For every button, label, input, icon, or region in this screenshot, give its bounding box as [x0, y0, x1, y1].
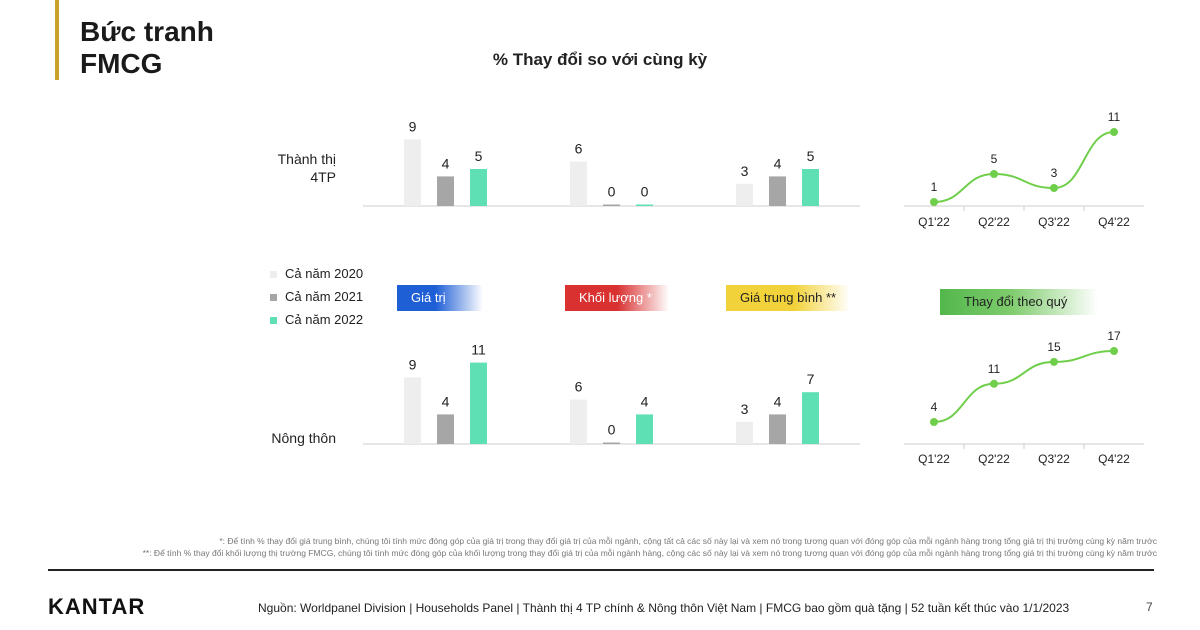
legend-swatch-2022: [270, 317, 277, 325]
line-point-urban-1: [930, 198, 938, 206]
bar-urban-g3-s1: [736, 183, 753, 206]
line-label-rural-3: 15: [1047, 340, 1061, 354]
bar-urban-g1-s3: [470, 169, 487, 206]
line-point-urban-4: [1110, 128, 1118, 136]
bar-rural-g1-s2: [437, 414, 454, 444]
legend-label-2022: Cả năm 2022: [285, 312, 364, 327]
bar-rural-g3-s3: [802, 392, 819, 444]
line-path-rural: [933, 350, 1115, 423]
accent-bar: [55, 0, 59, 80]
bar-rural-g1-s1: [404, 377, 421, 444]
bar-rural-g1-s3: [470, 362, 487, 444]
bar-urban-g2-s2: [603, 204, 620, 206]
bar-urban-g2-s3: [636, 204, 653, 206]
bar-label-rural-g2-s1: 6: [575, 379, 583, 395]
line-label-urban-3: 3: [1051, 166, 1058, 180]
metric-pill-quarterly: Thay đổi theo quý: [940, 289, 1098, 315]
line-label-rural-4: 17: [1107, 329, 1121, 343]
metric-label-quarterly: Thay đổi theo quý: [964, 294, 1068, 309]
line-x-label-rural-1: Q1'22: [918, 452, 950, 466]
bar-urban-g3-s3: [802, 169, 819, 206]
legend-item-2021: Cả năm 2021: [270, 289, 363, 304]
title-line-1: Bức tranh: [80, 16, 214, 47]
line-point-urban-3: [1050, 184, 1058, 192]
bar-urban-g1-s2: [437, 176, 454, 206]
bar-label-urban-g2-s3: 0: [641, 184, 649, 200]
footnote-1: *: Để tính % thay đổi giá trung bình, ch…: [219, 536, 1157, 546]
row-label-urban-line2: 4TP: [310, 169, 336, 185]
line-label-rural-2: 11: [988, 362, 1001, 376]
bar-label-rural-g1-s2: 4: [442, 393, 450, 409]
line-x-label-urban-2: Q2'22: [978, 215, 1010, 229]
bar-label-urban-g2-s1: 6: [575, 141, 583, 157]
metric-pill-price: Giá trung bình **: [726, 285, 850, 311]
bar-label-rural-g1-s3: 11: [471, 342, 486, 358]
line-x-label-urban-3: Q3'22: [1038, 215, 1070, 229]
chart-subtitle: % Thay đổi so với cùng kỳ: [492, 50, 708, 69]
bar-urban-g1-s1: [404, 139, 421, 206]
legend-label-2021: Cả năm 2021: [285, 289, 364, 304]
line-label-urban-4: 11: [1108, 110, 1121, 124]
line-point-rural-1: [930, 418, 938, 426]
bar-rural-g3-s1: [736, 421, 753, 444]
row-label-urban: Thành thị 4TP: [230, 150, 336, 186]
row-label-rural: Nông thôn: [271, 430, 336, 446]
title-line-2: FMCG: [80, 48, 163, 79]
metric-pill-volume: Khối lượng *: [565, 285, 669, 311]
line-label-urban-2: 5: [991, 152, 998, 166]
bar-rural-g2-s1: [570, 399, 587, 444]
bar-label-urban-g3-s2: 4: [774, 155, 782, 171]
line-point-rural-3: [1050, 357, 1058, 366]
line-x-label-rural-2: Q2'22: [978, 452, 1010, 466]
line-x-label-rural-4: Q4'22: [1098, 452, 1130, 466]
bar-label-urban-g3-s1: 3: [741, 163, 749, 179]
source-text: Nguồn: Worldpanel Division | Households …: [258, 601, 1070, 615]
legend-swatch-2020: [270, 271, 277, 279]
bar-label-rural-g1-s1: 9: [409, 356, 417, 372]
bar-rural-g2-s3: [636, 414, 653, 444]
line-label-rural-1: 4: [931, 400, 938, 414]
legend-item-2022: Cả năm 2022: [270, 312, 363, 327]
kantar-logo: KANTAR: [48, 594, 146, 619]
line-x-label-rural-3: Q3'22: [1038, 452, 1070, 466]
metric-label-price: Giá trung bình **: [740, 290, 837, 305]
bar-label-urban-g3-s3: 5: [807, 148, 815, 164]
bar-rural-g3-s2: [769, 414, 786, 444]
line-point-rural-2: [990, 379, 998, 388]
legend-swatch-2021: [270, 294, 277, 302]
footnote-2: **: Để tính % thay đổi khối lượng thị tr…: [142, 548, 1157, 558]
metric-label-volume: Khối lượng *: [579, 290, 652, 305]
bar-label-urban-g1-s3: 5: [475, 148, 483, 164]
legend-label-2020: Cả năm 2020: [285, 266, 364, 281]
bar-urban-g2-s1: [570, 161, 587, 206]
bar-label-rural-g3-s2: 4: [774, 393, 782, 409]
line-point-rural-4: [1110, 347, 1118, 355]
line-point-urban-2: [990, 170, 998, 178]
line-label-urban-1: 1: [931, 180, 938, 194]
bar-label-rural-g3-s1: 3: [741, 401, 749, 417]
bar-label-rural-g2-s2: 0: [608, 422, 616, 438]
metric-label-value: Giá trị: [411, 290, 446, 305]
bar-label-urban-g1-s2: 4: [442, 155, 450, 171]
line-x-label-urban-1: Q1'22: [918, 215, 950, 229]
bar-label-rural-g2-s3: 4: [641, 393, 649, 409]
bar-rural-g2-s2: [603, 442, 620, 444]
page-number: 7: [1146, 600, 1153, 614]
line-x-label-urban-4: Q4'22: [1098, 215, 1130, 229]
row-label-urban-line1: Thành thị: [277, 151, 336, 167]
bar-label-rural-g3-s3: 7: [807, 371, 815, 387]
metric-pill-value: Giá trị: [397, 285, 483, 311]
footer-divider: [48, 569, 1154, 571]
legend-item-2020: Cả năm 2020: [270, 266, 363, 281]
bar-label-urban-g2-s2: 0: [608, 184, 616, 200]
line-path-urban: [933, 131, 1115, 203]
bar-label-urban-g1-s1: 9: [409, 118, 417, 134]
bar-urban-g3-s2: [769, 176, 786, 206]
page-title: Bức tranh FMCG: [80, 16, 214, 80]
